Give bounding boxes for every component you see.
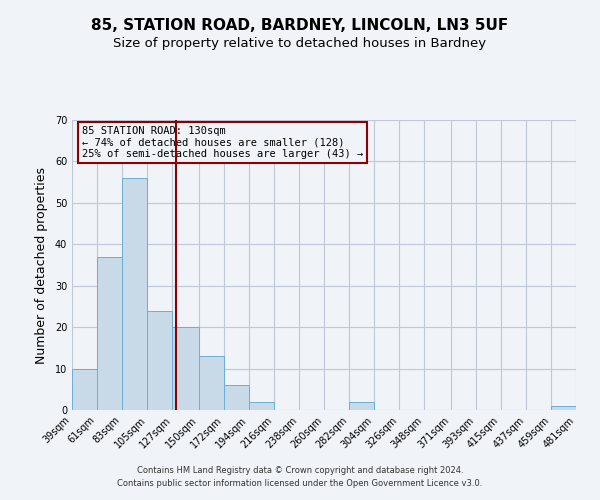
Text: Contains HM Land Registry data © Crown copyright and database right 2024.
Contai: Contains HM Land Registry data © Crown c… bbox=[118, 466, 482, 487]
Bar bbox=[349, 402, 374, 410]
Bar bbox=[147, 310, 172, 410]
Y-axis label: Number of detached properties: Number of detached properties bbox=[35, 166, 48, 364]
Bar bbox=[122, 178, 147, 410]
Bar bbox=[97, 256, 122, 410]
Bar bbox=[249, 402, 274, 410]
Bar bbox=[72, 368, 97, 410]
Text: Size of property relative to detached houses in Bardney: Size of property relative to detached ho… bbox=[113, 38, 487, 51]
Bar bbox=[224, 385, 249, 410]
Bar bbox=[199, 356, 224, 410]
Bar bbox=[551, 406, 576, 410]
Text: 85, STATION ROAD, BARDNEY, LINCOLN, LN3 5UF: 85, STATION ROAD, BARDNEY, LINCOLN, LN3 … bbox=[91, 18, 509, 32]
Text: 85 STATION ROAD: 130sqm
← 74% of detached houses are smaller (128)
25% of semi-d: 85 STATION ROAD: 130sqm ← 74% of detache… bbox=[82, 126, 364, 159]
Bar bbox=[172, 327, 199, 410]
